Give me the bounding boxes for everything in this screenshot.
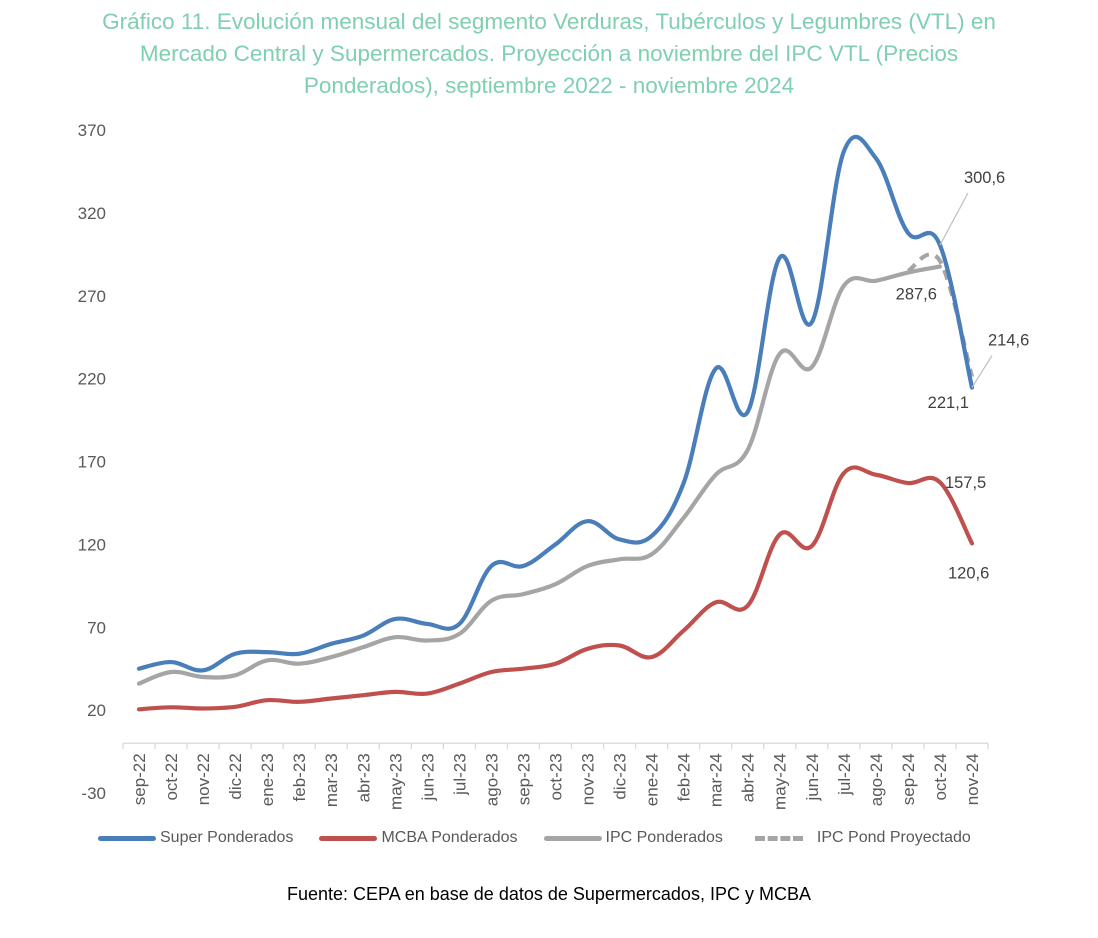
legend-item-ipc-ponderados[interactable]: IPC Ponderados [543,829,723,847]
x-tick-label: oct-22 [162,753,181,800]
x-tick-label: jul-23 [450,753,469,796]
data-label: 120,6 [948,564,989,582]
series-layer [136,134,975,712]
x-tick-label: jun-24 [803,753,822,801]
annotation-layer: 300,6 287,6 214,6 221,1 157,5 120,6 [896,169,1030,582]
legend-label: MCBA Ponderados [381,829,518,846]
y-tick-label: 320 [78,204,106,223]
legend-label: IPC Ponderados [605,829,723,846]
x-tick-label: sep-22 [130,753,149,805]
x-tick-label: mar-23 [322,753,341,807]
x-tick-label: oct-23 [547,753,566,800]
annotation-leader-line [939,192,969,246]
annotation-leader-line [971,355,993,388]
y-tick-label: -30 [81,784,106,803]
x-tick-label: feb-23 [290,753,309,801]
x-tick-label: ago-23 [482,753,501,806]
x-tick-label: nov-22 [194,753,213,805]
legend-label: IPC Pond Proyectado [816,829,971,846]
data-label: 287,6 [896,286,937,304]
x-tick-label: ene-24 [643,753,662,806]
x-axis: sep-22 oct-22 nov-22 dic-22 ene-23 feb-23 mar-… [122,742,989,810]
x-tick-label: dic-23 [611,753,630,799]
y-tick-label: 170 [78,453,106,472]
x-tick-label: abr-24 [739,753,758,802]
legend-swatch-mcba [319,835,378,841]
x-tick-label: may-24 [771,753,790,810]
data-label: 214,6 [988,332,1029,350]
y-tick-label: 270 [78,287,106,306]
x-tick-label: oct-24 [931,753,950,800]
data-label: 157,5 [945,474,986,492]
chart-title-line-3: Ponderados), septiembre 2022 - noviembre… [303,73,795,98]
legend-item-ipc-pond-proyectado[interactable]: IPC Pond Proyectado [749,829,971,847]
x-tick-label: nov-23 [579,753,598,805]
chart-title-line-1: Gráfico 11. Evolución mensual del segmen… [102,9,996,34]
chart-title-line-2: Mercado Central y Supermercados. Proyecc… [139,41,959,66]
y-tick-label: 220 [78,370,106,389]
x-tick-label: ene-23 [258,753,277,806]
legend-swatch-ipc-proyectado [754,835,803,841]
y-tick-label: 120 [78,535,106,554]
data-label: 221,1 [928,394,969,412]
series-line-super-ponderados [136,134,975,673]
y-tick-label: 370 [78,121,106,140]
source-note: Fuente: CEPA en base de datos de Superme… [287,884,811,904]
legend-label: Super Ponderados [160,829,294,846]
x-tick-label: sep-24 [899,753,918,805]
x-tick-label: abr-23 [354,753,373,802]
series-line-ipc-ponderados [136,264,943,686]
x-tick-label: may-23 [386,753,405,810]
series-line-mcba-ponderados [136,465,975,712]
legend-swatch-super [98,835,156,841]
x-tick-label: dic-22 [226,753,245,799]
x-tick-label: ago-24 [867,753,886,806]
legend-swatch-ipc [543,835,602,841]
y-axis: -30 20 70 120 170 220 270 320 370 [78,121,106,803]
y-tick-label: 70 [87,618,106,637]
data-label: 300,6 [964,169,1005,187]
x-tick-label: jun-23 [418,753,437,801]
chart-title: Gráfico 11. Evolución mensual del segmen… [40,6,1058,102]
legend-item-super-ponderados[interactable]: Super Ponderados [98,829,293,847]
x-tick-label: nov-24 [963,753,982,805]
x-tick-label: sep-23 [514,753,533,805]
legend: Super Ponderados MCBA Ponderados IPC Pon… [98,829,997,847]
x-tick-label: mar-24 [707,753,726,807]
x-tick-label: feb-24 [675,753,694,801]
x-tick-label: jul-24 [835,753,854,796]
y-tick-label: 20 [87,701,106,720]
legend-item-mcba-ponderados[interactable]: MCBA Ponderados [319,829,518,847]
